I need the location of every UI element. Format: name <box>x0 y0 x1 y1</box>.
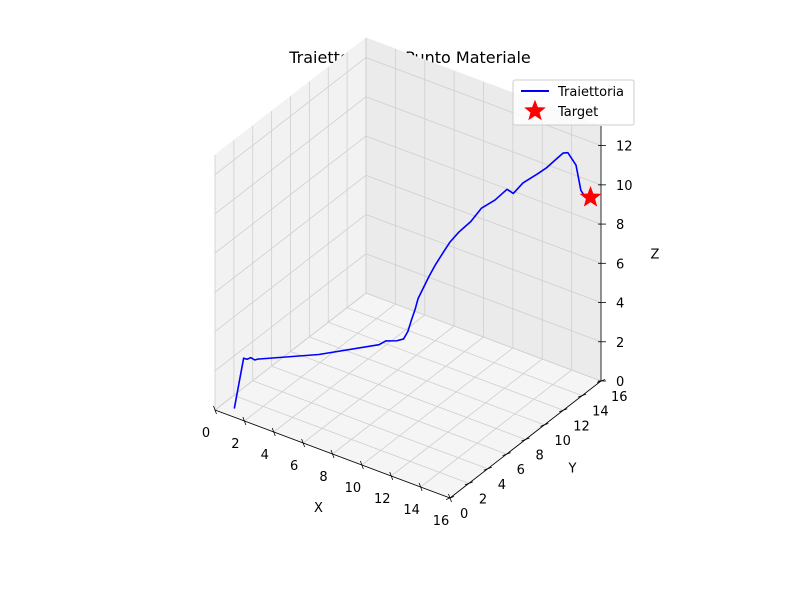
y-tick-label: 8 <box>536 449 544 464</box>
y-tick <box>577 393 587 398</box>
x-tick-label: 14 <box>403 503 420 518</box>
gridline-z-left <box>214 135 367 254</box>
x-tick-label: 10 <box>345 481 362 496</box>
gridline-z-back <box>365 135 602 225</box>
y-axis-label: Y <box>568 462 577 477</box>
x-axis-label: X <box>314 501 323 516</box>
y-tick <box>559 408 568 413</box>
x-tick <box>301 438 305 448</box>
y-tick <box>502 452 511 456</box>
legend-star-swatch <box>524 99 546 121</box>
gridline-z-left <box>214 57 367 175</box>
x-tick-label: 6 <box>290 459 298 474</box>
gridline-y-floor <box>309 336 545 426</box>
gridline-z-back <box>365 292 602 382</box>
x-tick-label: 16 <box>433 514 450 529</box>
gridline-z-left <box>214 96 367 215</box>
gridline-y-floor <box>233 395 470 484</box>
trajectory-series <box>233 151 602 409</box>
gridline-y-floor <box>271 365 507 455</box>
gridline-z-back <box>365 57 602 146</box>
x-tick <box>242 416 247 426</box>
x-tick <box>389 471 394 481</box>
z-tick-label: 12 <box>616 140 633 155</box>
legend: Traiettoria Target <box>512 79 635 126</box>
y-tick <box>445 496 455 500</box>
x-tick <box>271 427 276 437</box>
y-tick <box>483 466 492 471</box>
x-tick <box>418 482 423 492</box>
y-tick-label: 16 <box>611 390 628 405</box>
gridline-z-left <box>214 174 367 293</box>
trajectory-line <box>233 151 587 409</box>
gridline-y-floor <box>290 351 526 440</box>
x-tick-label: 8 <box>319 470 327 485</box>
legend-label-target: Target <box>557 105 598 120</box>
gridline-z-left <box>214 214 367 332</box>
y-tick <box>521 437 530 442</box>
x-tick-label: 12 <box>374 492 391 507</box>
y-tick-label: 2 <box>479 492 487 507</box>
gridline-y-floor <box>328 321 564 411</box>
y-tick-label: 12 <box>573 419 590 434</box>
x-tick-label: 2 <box>231 437 239 452</box>
gridline-y-floor <box>346 307 583 396</box>
x-tick <box>360 460 364 470</box>
y-tick-label: 10 <box>554 434 571 449</box>
z-axis-label: Z <box>651 248 660 263</box>
x-tick-label: 0 <box>202 426 210 441</box>
y-tick-label: 4 <box>498 478 506 493</box>
target-star-marker <box>579 186 602 207</box>
gridline-z-back <box>365 214 602 303</box>
x-tick <box>213 405 217 415</box>
z-tick-label: 0 <box>616 375 624 390</box>
x-tick-label: 4 <box>261 448 269 463</box>
z-tick-label: 6 <box>616 257 624 272</box>
y-tick-label: 0 <box>460 507 468 522</box>
gridline-z-left <box>214 292 367 411</box>
z-tick-label: 8 <box>616 218 624 233</box>
y-tick <box>540 423 549 427</box>
x-tick <box>330 449 335 459</box>
z-tick-label: 10 <box>616 179 633 194</box>
gridline-y-floor <box>252 380 488 470</box>
gridline-z-left <box>214 253 367 372</box>
gridline-z-back <box>365 96 602 186</box>
y-tick-label: 6 <box>517 463 525 478</box>
gridline-z-back <box>365 174 602 264</box>
legend-label-traiettoria: Traiettoria <box>557 85 624 100</box>
y-tick <box>464 481 474 486</box>
z-tick-label: 4 <box>616 297 624 312</box>
z-tick-label: 2 <box>616 336 624 351</box>
y-tick-label: 14 <box>592 405 609 420</box>
gridline-z-back <box>365 253 602 343</box>
